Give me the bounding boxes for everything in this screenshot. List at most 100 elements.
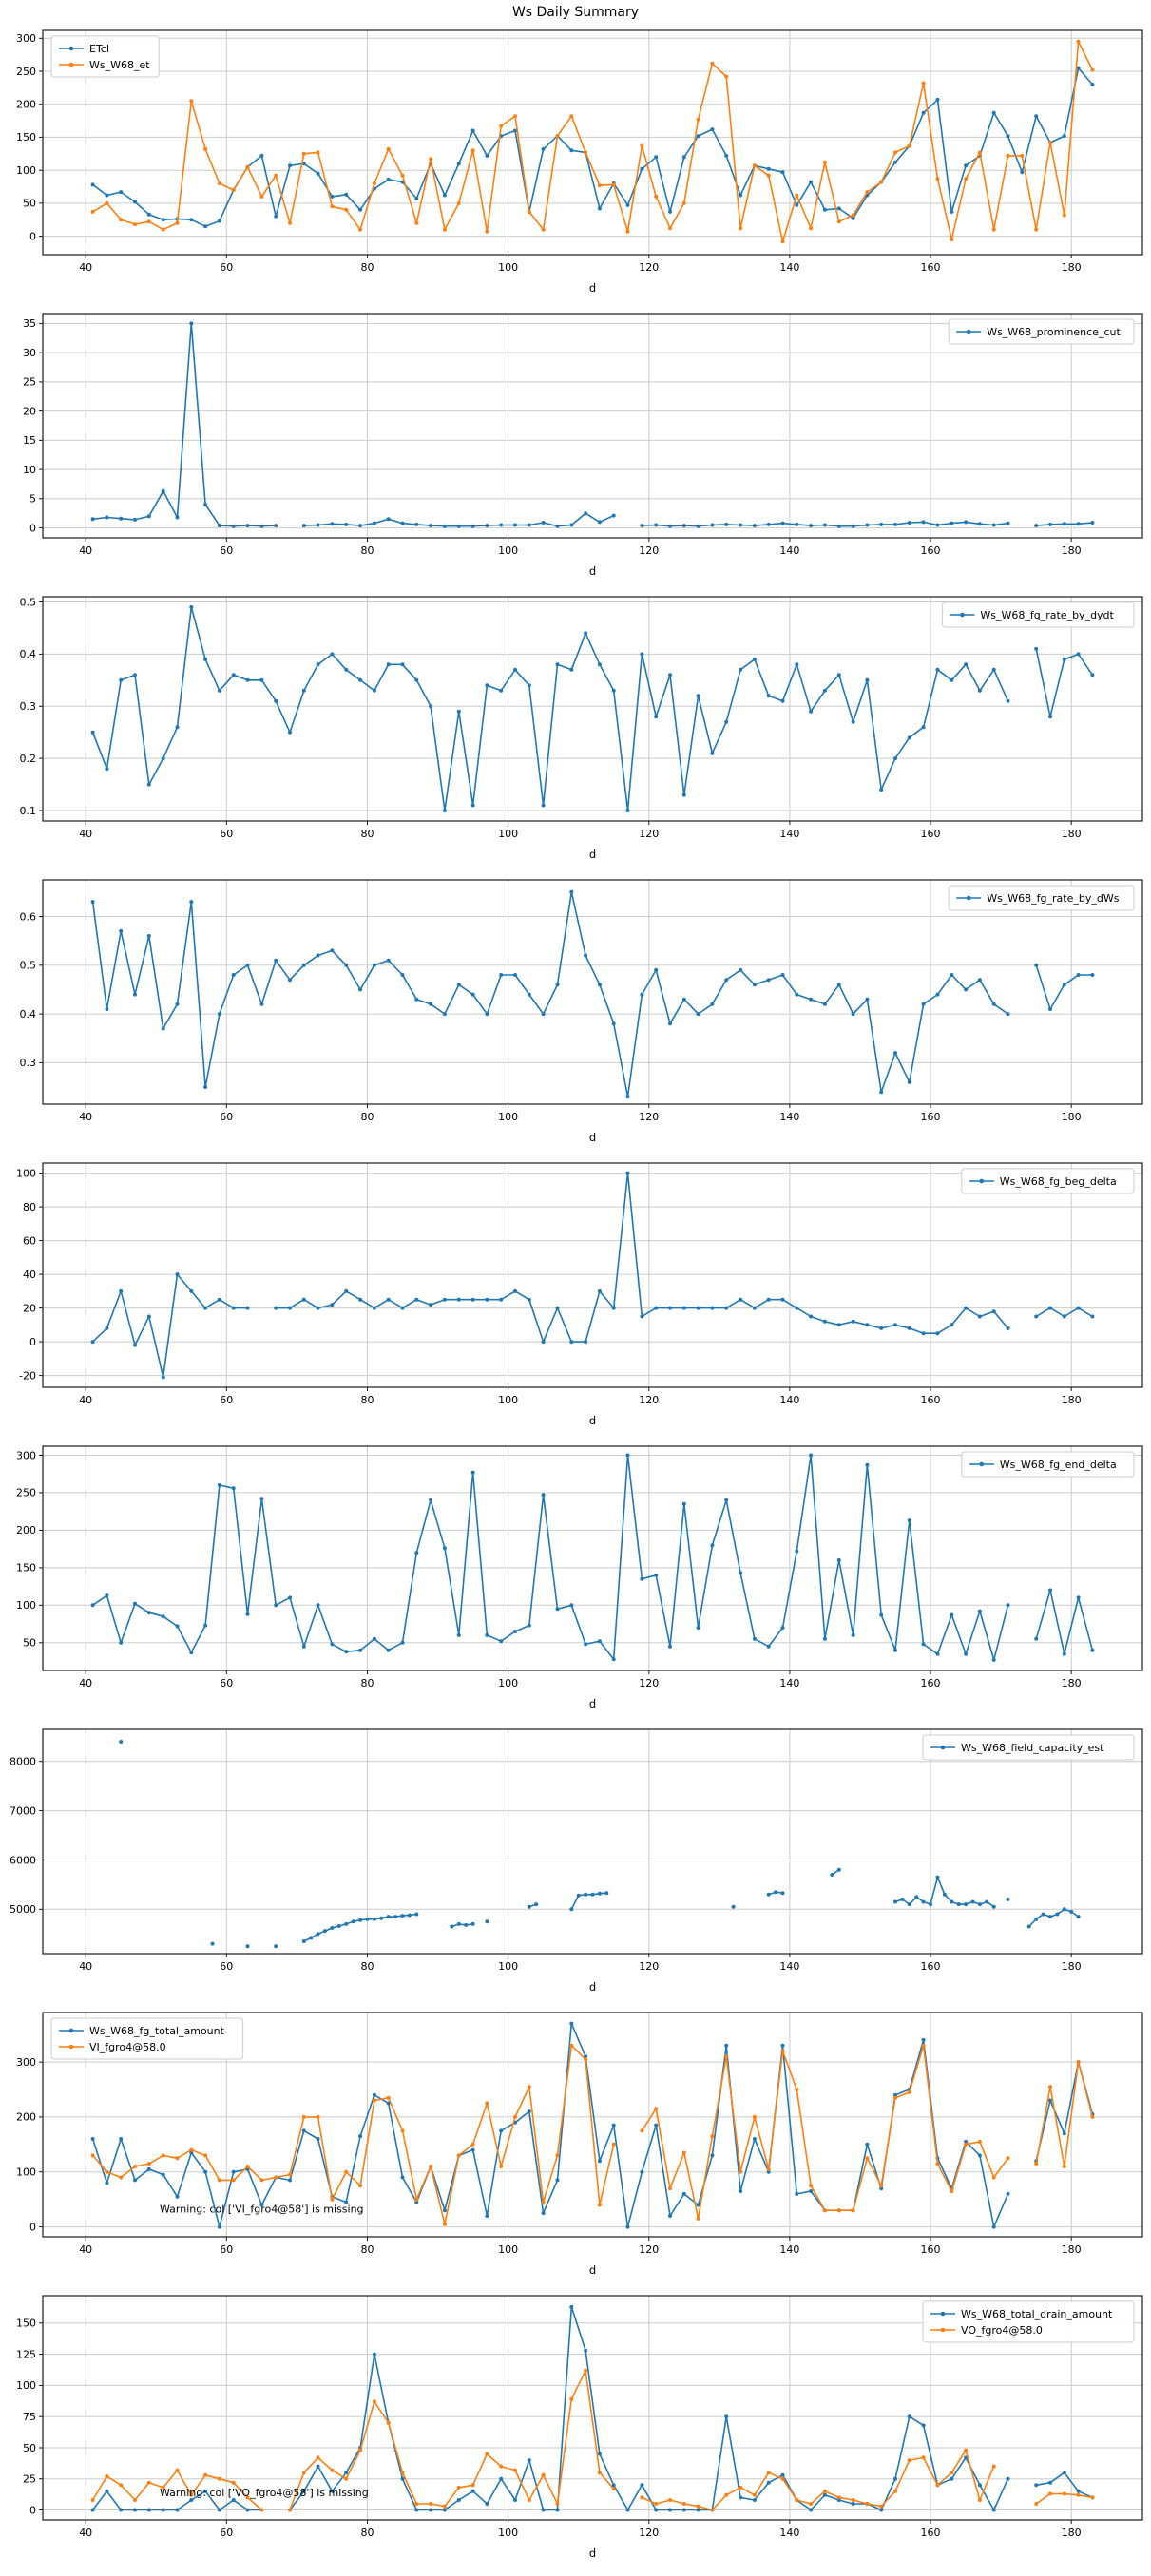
data-point — [1034, 646, 1039, 651]
y-tick-label: 250 — [16, 66, 36, 78]
data-point — [485, 2101, 489, 2106]
data-point — [907, 1326, 911, 1330]
data-point — [344, 207, 349, 212]
data-point — [274, 958, 278, 963]
data-point — [1069, 1909, 1074, 1914]
data-point — [245, 2508, 250, 2512]
data-point — [569, 1340, 574, 1345]
data-point — [1048, 2491, 1052, 2496]
data-point — [668, 2214, 672, 2218]
data-point — [584, 2348, 588, 2353]
data-point — [950, 521, 954, 525]
data-point — [879, 788, 884, 792]
data-point — [499, 973, 504, 977]
data-point — [105, 1326, 109, 1330]
data-point — [668, 673, 672, 677]
data-point — [231, 973, 236, 977]
data-point — [1076, 1915, 1081, 1919]
data-point — [470, 992, 475, 997]
data-point — [175, 2194, 180, 2199]
data-point — [654, 2502, 659, 2506]
data-point — [400, 1914, 405, 1918]
y-tick-label: 7000 — [10, 1804, 36, 1817]
x-tick-label: 100 — [498, 1677, 518, 1689]
data-point — [1034, 114, 1039, 119]
data-point — [344, 963, 349, 967]
y-tick-label: 125 — [16, 2348, 36, 2360]
data-point — [752, 2114, 757, 2119]
data-point — [1090, 82, 1095, 86]
data-point — [231, 1486, 236, 1491]
data-point — [851, 2208, 855, 2213]
data-point — [977, 2153, 982, 2158]
data-point — [1034, 2162, 1039, 2166]
data-point — [1090, 1648, 1095, 1652]
data-point — [513, 1630, 517, 1633]
data-point — [836, 524, 841, 528]
data-point — [386, 1297, 391, 1302]
legend-label: VO_fgro4@58.0 — [961, 2324, 1043, 2337]
data-point — [1090, 973, 1095, 977]
data-point — [189, 218, 194, 222]
y-tick-label: 30 — [23, 347, 36, 359]
y-tick-label: 6000 — [10, 1854, 36, 1866]
data-point — [611, 182, 616, 187]
data-point — [336, 1924, 341, 1928]
data-point — [584, 150, 588, 155]
y-tick-label: 50 — [23, 198, 36, 210]
x-tick-label: 160 — [921, 1111, 941, 1123]
y-tick-label: 0.3 — [20, 1057, 37, 1069]
data-point — [681, 2508, 686, 2512]
x-tick-label: 120 — [639, 544, 659, 557]
data-point — [977, 1314, 982, 1319]
data-point — [1020, 153, 1025, 158]
data-point — [752, 2137, 757, 2141]
data-point — [456, 524, 461, 528]
charts-container: 40 60 80 100 120 140 160 180 0 50 100 150 200 250 300 d… — [0, 23, 1151, 2571]
data-point — [668, 226, 672, 231]
data-point — [541, 146, 546, 151]
data-point — [274, 214, 278, 219]
data-point — [372, 2098, 376, 2103]
data-point — [668, 1306, 672, 1310]
data-point — [400, 173, 405, 178]
data-point — [316, 662, 320, 667]
data-point — [146, 2480, 151, 2485]
data-point — [133, 517, 137, 522]
data-point — [1034, 227, 1039, 232]
data-point — [485, 1632, 489, 1637]
data-point — [921, 2043, 926, 2048]
data-point — [964, 163, 969, 168]
data-point — [133, 2508, 137, 2512]
data-point — [485, 2502, 489, 2506]
data-point — [879, 2508, 884, 2512]
legend-label: VI_fgro4@58.0 — [89, 2041, 166, 2053]
data-point — [189, 900, 194, 905]
data-point — [1076, 1306, 1081, 1310]
data-point — [189, 99, 194, 104]
y-tick-label: 0.4 — [20, 1008, 37, 1021]
legend: ETcI Ws_W68_et — [50, 35, 160, 78]
data-point — [316, 2137, 320, 2141]
series-line — [91, 890, 1009, 1098]
data-point — [724, 2043, 729, 2048]
data-point — [640, 652, 644, 657]
legend-label: Ws_W68_fg_end_delta — [1000, 1459, 1117, 1471]
data-point — [119, 2137, 124, 2141]
data-point — [668, 2186, 672, 2191]
data-point — [625, 229, 630, 234]
data-point — [710, 2153, 715, 2158]
data-point — [429, 1303, 433, 1307]
data-point — [780, 521, 785, 525]
series-line — [91, 1454, 1009, 1661]
data-point — [1048, 2098, 1052, 2103]
data-point — [414, 677, 419, 682]
y-tick-label: 150 — [16, 1562, 36, 1574]
data-point — [977, 2483, 982, 2488]
x-tick-label: 80 — [361, 2243, 374, 2256]
data-point — [921, 1331, 926, 1336]
data-point — [161, 2153, 165, 2158]
data-point — [217, 688, 221, 693]
data-point — [288, 2178, 292, 2183]
data-point — [640, 2169, 644, 2174]
